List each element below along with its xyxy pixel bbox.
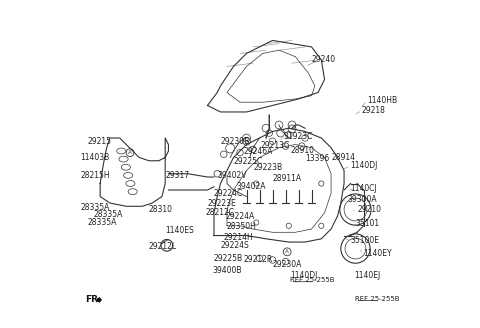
- Text: 1140EY: 1140EY: [363, 249, 392, 258]
- Text: 29317: 29317: [165, 171, 189, 180]
- Text: 28910: 28910: [290, 146, 314, 155]
- Text: 28914: 28914: [331, 153, 355, 162]
- Text: 29230A: 29230A: [273, 260, 302, 269]
- Text: 35100E: 35100E: [350, 236, 380, 245]
- Text: 1140EJ: 1140EJ: [354, 271, 380, 280]
- Text: 29224C: 29224C: [214, 190, 243, 198]
- Text: 29240: 29240: [312, 55, 336, 64]
- Text: 29212R: 29212R: [243, 256, 273, 264]
- Text: 29223E: 29223E: [207, 199, 236, 208]
- Text: 39402V: 39402V: [218, 171, 247, 180]
- Text: 29218: 29218: [362, 106, 386, 115]
- Text: 29225C: 29225C: [233, 157, 263, 166]
- Text: A: A: [285, 249, 289, 254]
- Text: 29230B: 29230B: [220, 137, 250, 146]
- Text: 28335A: 28335A: [87, 218, 117, 227]
- Text: 29214H: 29214H: [224, 233, 253, 242]
- Text: 29225B: 29225B: [214, 255, 243, 263]
- Text: 29246A: 29246A: [243, 147, 273, 156]
- Text: 39402A: 39402A: [237, 182, 266, 191]
- Text: REF 25-255B: REF 25-255B: [356, 296, 400, 302]
- Text: A: A: [128, 150, 132, 155]
- Text: 28335A: 28335A: [81, 203, 110, 213]
- Text: 29224A: 29224A: [226, 212, 254, 221]
- Text: 35101: 35101: [356, 219, 380, 228]
- Text: 39400B: 39400B: [212, 266, 242, 275]
- Text: 28911A: 28911A: [273, 174, 301, 183]
- Text: 29212L: 29212L: [149, 242, 177, 252]
- Text: REF 25-255B: REF 25-255B: [290, 277, 335, 283]
- Text: 28310: 28310: [149, 205, 173, 214]
- Text: 28350H: 28350H: [227, 222, 257, 231]
- Text: 28212C: 28212C: [206, 208, 235, 217]
- Text: 1140CJ: 1140CJ: [350, 184, 377, 193]
- Text: 1140HB: 1140HB: [367, 96, 397, 105]
- Text: 1140ES: 1140ES: [165, 226, 194, 235]
- Text: 11403B: 11403B: [81, 153, 110, 162]
- FancyArrow shape: [97, 298, 101, 302]
- Text: 28335A: 28335A: [94, 210, 123, 219]
- Text: 28215H: 28215H: [81, 171, 110, 180]
- Text: 31923C: 31923C: [284, 132, 313, 141]
- Text: 29210: 29210: [357, 205, 381, 214]
- Text: 1140DJ: 1140DJ: [290, 271, 318, 280]
- Text: 29213C: 29213C: [261, 141, 290, 150]
- Text: 1140DJ: 1140DJ: [350, 161, 378, 170]
- Text: 29215: 29215: [87, 137, 111, 146]
- Text: 13396: 13396: [305, 154, 329, 163]
- Text: 39300A: 39300A: [348, 195, 377, 204]
- Text: FR: FR: [85, 296, 98, 304]
- Text: 29223B: 29223B: [253, 163, 282, 173]
- Text: 29224S: 29224S: [220, 241, 249, 251]
